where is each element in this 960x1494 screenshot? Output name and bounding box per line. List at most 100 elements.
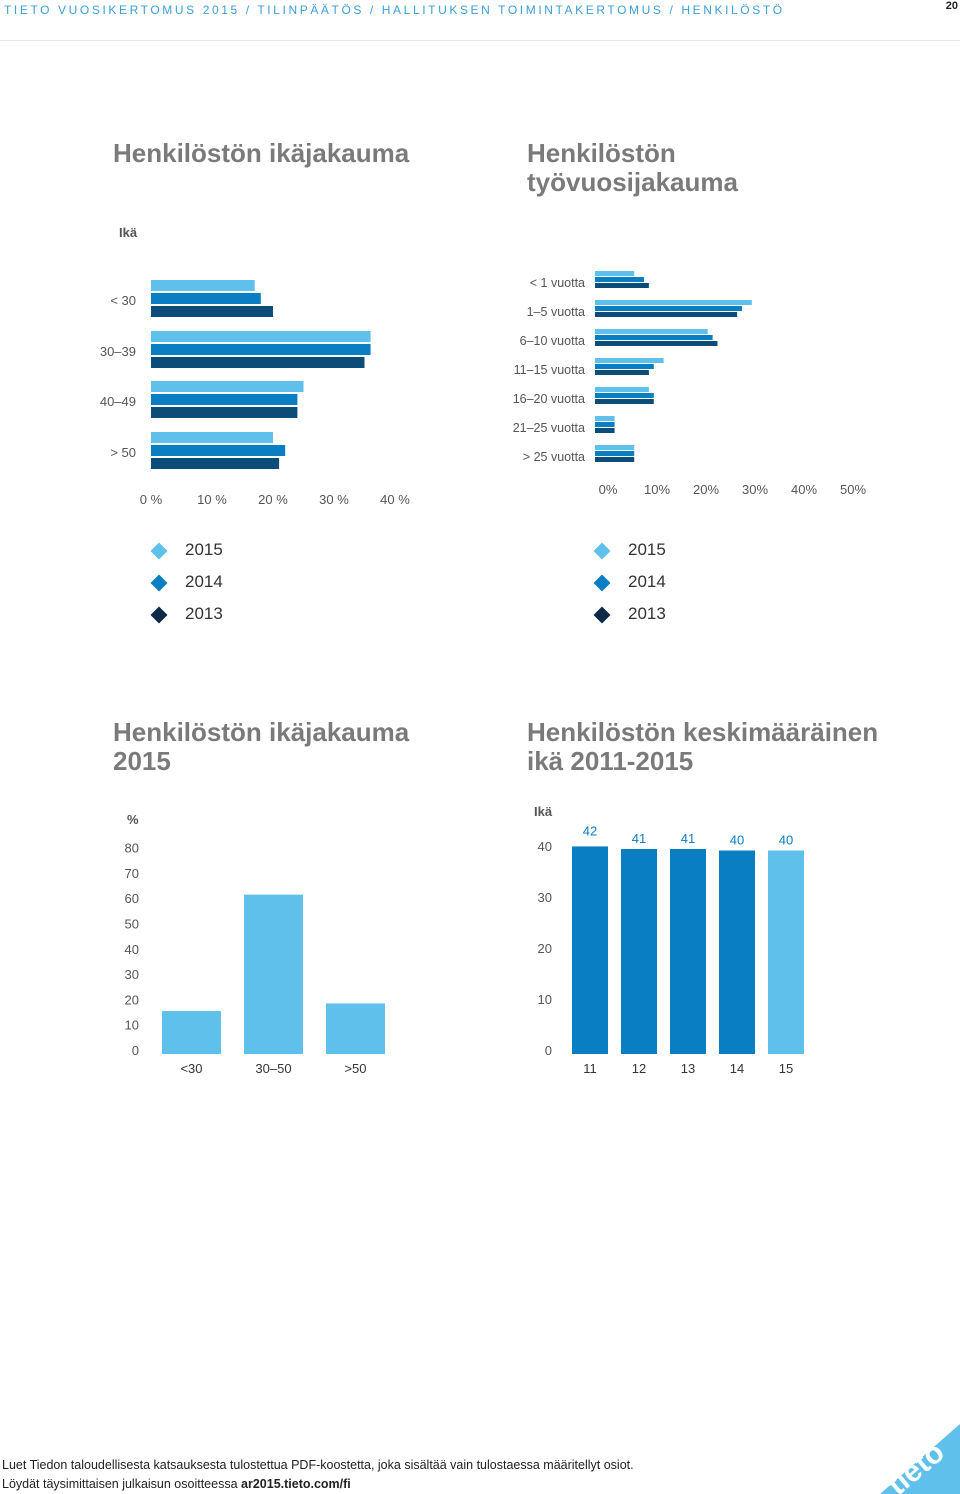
legend-marker-icon	[593, 542, 611, 560]
legend-label: 2013	[185, 604, 223, 623]
bar-2015-2	[595, 329, 708, 334]
x-tick-label: 40%	[791, 482, 817, 497]
x-tick-label: 0 %	[140, 492, 163, 507]
data-label: 41	[632, 831, 646, 846]
bar-2013-1	[595, 312, 738, 317]
x-tick-label: 12	[632, 1061, 646, 1076]
footer-note: Luet Tiedon taloudellisesta katsauksesta…	[2, 1458, 634, 1472]
footer-link-line: Löydät täysimittaisen julkaisun osoittee…	[2, 1477, 351, 1491]
footer-link-prefix: Löydät täysimittaisen julkaisun osoittee…	[2, 1477, 242, 1491]
legend-marker-icon	[593, 574, 611, 592]
breadcrumb[interactable]: TIETO VUOSIKERTOMUS 2015 / TILINPÄÄTÖS /…	[4, 3, 785, 17]
category-label: > 50	[110, 445, 136, 460]
bar-2015-0	[151, 280, 255, 291]
bar-2013-5	[595, 428, 615, 433]
chart-age-unit: Ikä	[119, 225, 138, 240]
bar-2015-5	[595, 416, 615, 421]
page-header: TIETO VUOSIKERTOMUS 2015 / TILINPÄÄTÖS /…	[0, 0, 960, 41]
footer-link[interactable]: ar2015.tieto.com/fi	[241, 1477, 351, 1491]
y-tick-label: 60	[125, 891, 139, 906]
bar-2015-2	[151, 381, 304, 392]
bar-2015-4	[595, 387, 649, 392]
bar-4	[768, 850, 804, 1054]
bar-2013-1	[151, 357, 365, 368]
legend-label: 2015	[185, 540, 223, 559]
bar-1	[621, 848, 657, 1054]
x-tick-label: >50	[344, 1061, 366, 1076]
legend-marker-icon	[150, 606, 168, 624]
x-tick-label: 20 %	[258, 492, 288, 507]
chart-avgage-unit: Ikä	[534, 804, 553, 819]
x-tick-label: 13	[681, 1061, 695, 1076]
legend-label: 2014	[185, 572, 223, 591]
bar-2	[670, 848, 706, 1054]
y-tick-label: 30	[538, 890, 552, 905]
x-tick-label: 10%	[644, 482, 670, 497]
y-tick-label: 20	[538, 941, 552, 956]
bar-0	[162, 1010, 221, 1054]
data-label: 42	[583, 823, 597, 838]
y-tick-label: 70	[125, 866, 139, 881]
legend-marker-icon	[150, 542, 168, 560]
chart-avgage-title: Henkilöstön keskimääräinen ikä 2011-2015	[527, 717, 879, 776]
bar-1	[244, 894, 303, 1054]
y-tick-label: 50	[125, 917, 139, 932]
bar-2013-3	[151, 458, 280, 469]
y-tick-label: 20	[125, 992, 139, 1007]
legend-label: 2014	[628, 572, 666, 591]
category-label: 30–39	[100, 344, 136, 359]
bar-2	[326, 1003, 385, 1054]
data-label: 40	[730, 833, 744, 848]
category-label: < 1 vuotta	[530, 276, 585, 290]
x-tick-label: <30	[180, 1061, 202, 1076]
chart-average-age: 0 10 20 30 40 42 11 41 12 41 13 40 14 40 15	[538, 823, 804, 1076]
bar-2014-2	[595, 335, 713, 340]
y-tick-label: 0	[132, 1043, 139, 1058]
bar-2014-0	[595, 277, 644, 282]
x-tick-label: 10 %	[197, 492, 227, 507]
category-label: < 30	[110, 293, 136, 308]
category-label: 1–5 vuotta	[527, 305, 585, 319]
bar-2013-4	[595, 399, 654, 404]
bar-2014-6	[595, 451, 635, 456]
x-tick-label: 30 %	[319, 492, 349, 507]
y-tick-label: 0	[545, 1043, 552, 1058]
y-tick-label: 40	[538, 839, 552, 854]
x-tick-label: 0%	[599, 482, 618, 497]
category-label: 16–20 vuotta	[513, 392, 585, 406]
y-tick-label: 40	[125, 942, 139, 957]
bar-2014-1	[595, 306, 742, 311]
y-tick-label: 30	[125, 967, 139, 982]
bar-2013-2	[595, 341, 718, 346]
bar-2013-0	[595, 283, 649, 288]
data-label: 41	[681, 831, 695, 846]
logo-shape	[880, 1424, 960, 1494]
y-tick-label: 10	[125, 1018, 139, 1033]
chart-service-title: Henkilöstön työvuosijakauma	[527, 138, 738, 197]
legend-label: 2015	[628, 540, 666, 559]
category-label: 40–49	[100, 394, 136, 409]
chart-age-title: Henkilöstön ikäjakauma	[113, 138, 410, 168]
bar-3	[719, 850, 755, 1054]
bar-2015-1	[595, 300, 752, 305]
legend-marker-icon	[150, 574, 168, 592]
category-label: 21–25 vuotta	[513, 421, 585, 435]
bar-2014-4	[595, 393, 654, 398]
data-label: 40	[779, 833, 793, 848]
x-tick-label: 20%	[693, 482, 719, 497]
tieto-logo: tieto	[880, 1424, 960, 1494]
bar-2014-1	[151, 344, 371, 355]
bar-2014-5	[595, 422, 615, 427]
chart-age2015-title: Henkilöstön ikäjakauma 2015	[113, 717, 410, 776]
bar-2015-0	[595, 271, 635, 276]
y-tick-label: 80	[125, 841, 139, 856]
bar-2014-3	[595, 364, 654, 369]
legend-marker-icon	[593, 606, 611, 624]
bar-0	[572, 846, 608, 1054]
bar-2015-6	[595, 445, 635, 450]
bar-2015-3	[151, 432, 273, 443]
x-tick-label: 15	[779, 1061, 793, 1076]
x-tick-label: 14	[730, 1061, 744, 1076]
bar-2015-3	[595, 358, 664, 363]
chart-age-2015: 0 10 20 30 40 50 60 70 80 <30 30–50 >50	[125, 841, 385, 1076]
